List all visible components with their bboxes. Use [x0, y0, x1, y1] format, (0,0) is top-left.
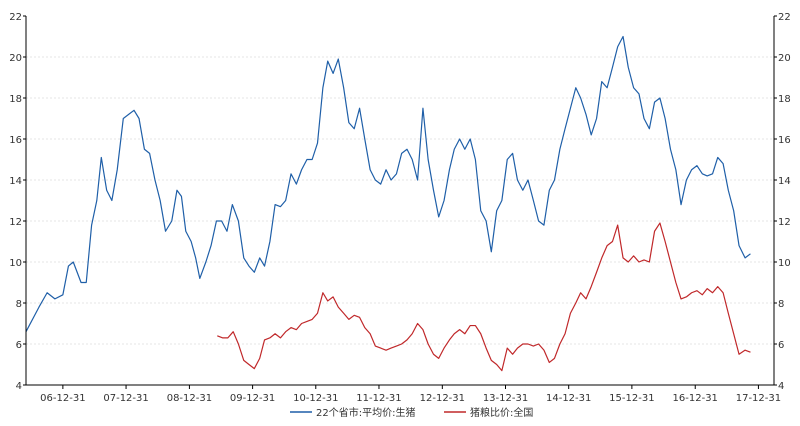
y-tick-label-right: 6: [778, 340, 784, 351]
gridlines: [26, 56, 774, 345]
y-tick-label-left: 18: [9, 94, 22, 105]
y-tick-label-left: 10: [9, 258, 22, 269]
x-tick-label: 13-12-31: [483, 393, 528, 404]
series-lines: [25, 35, 751, 372]
x-tick-label: 14-12-31: [546, 393, 591, 404]
y-tick-label-left: 4: [16, 381, 22, 392]
series-line-2: [217, 222, 751, 372]
y-tick-label-left: 12: [9, 217, 22, 228]
y-tick-label-left: 20: [9, 53, 22, 64]
y-tick-label-right: 14: [778, 176, 791, 187]
axes: 4 6 8 10 12 14 16 18 20 22 4 6 8 10 12 14 16 18 20 22 06-12-…: [9, 12, 790, 404]
y-tick-label-right: 20: [778, 53, 791, 64]
y-tick-label-right: 4: [778, 381, 784, 392]
x-tick-label: 17-12-31: [736, 393, 781, 404]
legend: 22个省市:平均价:生猪 猪粮比价:全国: [290, 406, 533, 419]
y-tick-label-left: 22: [9, 12, 22, 23]
x-tick-label: 08-12-31: [167, 393, 212, 404]
y-tick-label-left: 16: [9, 135, 22, 146]
x-tick-label: 11-12-31: [356, 393, 401, 404]
y-tick-label-left: 8: [16, 299, 22, 310]
x-tick-label: 10-12-31: [293, 393, 338, 404]
y-tick-label-left: 6: [16, 340, 22, 351]
y-tick-label-left: 14: [9, 176, 22, 187]
x-tick-label: 07-12-31: [103, 393, 148, 404]
y-tick-label-right: 8: [778, 299, 784, 310]
y-tick-label-right: 22: [778, 12, 791, 23]
y-tick-label-right: 18: [778, 94, 791, 105]
x-tick-label: 16-12-31: [673, 393, 718, 404]
y-tick-label-right: 10: [778, 258, 791, 269]
x-tick-label: 06-12-31: [40, 393, 85, 404]
legend-label-2: 猪粮比价:全国: [470, 406, 533, 419]
y-tick-label-right: 12: [778, 217, 791, 228]
y-tick-label-right: 16: [778, 135, 791, 146]
x-tick-label: 12-12-31: [420, 393, 465, 404]
legend-label-1: 22个省市:平均价:生猪: [316, 406, 415, 419]
x-tick-label: 09-12-31: [230, 393, 275, 404]
series-line-1: [25, 35, 751, 332]
x-tick-label: 15-12-31: [609, 393, 654, 404]
